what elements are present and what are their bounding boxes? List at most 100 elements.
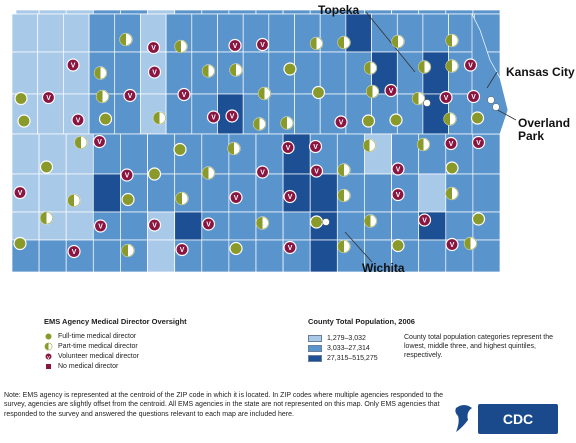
city-label-overland-park: Overland Park [518,117,570,143]
ems-agency-marker [174,39,188,54]
ems-agency-marker: V [417,213,432,227]
county [174,9,203,15]
svg-text:V: V [18,190,23,197]
svg-text:V: V [476,140,481,147]
ems-agency-marker [173,142,187,157]
svg-text:V: V [468,63,473,70]
ems-agency-marker [95,89,110,104]
ems-agency-marker: V [255,165,270,179]
county [345,93,372,135]
ems-agency-marker [416,137,431,152]
ems-agency-marker [67,193,81,208]
county [201,239,230,273]
ems-agency-marker [98,112,113,126]
county [255,239,284,273]
ems-agency-marker [309,215,324,229]
svg-text:V: V [288,194,293,201]
county [228,211,257,241]
city-label-wichita: Wichita [362,261,405,275]
county [471,13,509,135]
county [319,51,347,95]
county [228,173,257,213]
svg-text:V: V [72,249,77,256]
ems-agency-marker [470,111,485,125]
population-legend-label: 1,279–3,032 [327,334,366,342]
county [445,9,474,15]
legend-item-half: Part-time medical director [44,341,138,351]
ems-agency-marker [39,211,54,225]
ems-agency-marker [175,191,189,206]
ems-agency-marker [13,236,27,251]
svg-text:V: V [47,355,50,360]
population-swatch [308,354,322,362]
svg-text:V: V [444,95,449,102]
svg-text:V: V [98,224,103,231]
ems-agency-marker [309,36,324,51]
ems-agency-marker [17,114,31,128]
county [255,9,284,15]
population-legend-title: County Total Population, 2006 [308,317,415,326]
ems-agency-marker [361,114,376,128]
ems-agency-marker: V [444,136,458,151]
ems-agency-marker [147,167,162,181]
county [65,9,94,15]
legend-item-label: Volunteer medical director [58,352,139,360]
svg-text:V: V [71,63,76,70]
county [472,239,501,273]
legend-item-label: Part-time medical director [58,342,138,350]
ems-agency-marker: V [147,218,162,232]
population-legend-note: County total population categories repre… [404,334,554,359]
county [201,173,230,213]
ems-agency-marker [229,241,243,256]
svg-text:V: V [396,167,401,174]
county [391,211,420,241]
ems-agency-marker [255,216,270,230]
ems-agency-marker: V [225,109,239,123]
ems-agency-marker: V [120,168,134,182]
county [38,9,67,15]
legend-symbol-icon [45,363,52,369]
ems-agency-marker [463,236,478,251]
ems-agency-marker [311,85,326,100]
population-swatch [308,344,322,352]
city-label-topeka: Topeka [318,3,360,17]
ems-agency-marker [391,34,405,49]
county [88,13,116,53]
legend-item-full: Full-time medical director [44,331,136,341]
ems-agency-marker [445,33,459,48]
ems-agency-marker: V [309,164,324,178]
svg-text:V: V [260,170,265,177]
population-swatch [308,334,322,342]
kansas-map: V V V V V V V V V V V V V V V V V V V V V V V V V V V V V V V V V V V V V [11,9,517,273]
county [309,239,338,273]
legend-item-vol: V Volunteer medical director [44,351,139,361]
county [364,9,392,15]
city-dots [322,96,500,226]
ems-agency-marker [337,188,351,203]
county [65,211,94,241]
legend-symbol-icon [44,331,53,341]
county [147,9,176,15]
ems-agency-marker [365,84,380,99]
ems-agency-marker: V [308,139,323,154]
ems-agency-marker: V [206,110,221,124]
legend-symbol-icon [44,341,53,351]
svg-text:V: V [233,43,238,50]
ems-agency-marker [411,91,426,106]
city-label-kansas-city: Kansas City [506,65,575,79]
svg-text:V: V [234,195,239,202]
county [371,93,398,135]
svg-text:V: V [182,92,187,99]
county [92,173,121,213]
svg-text:V: V [313,144,318,151]
ems-agency-marker [252,117,267,131]
ems-agency-marker [93,66,108,80]
legend-item-label: No medical director [58,362,119,370]
county [11,211,40,241]
ems-agency-marker [152,111,167,125]
county [371,13,398,53]
county [294,93,321,135]
ems-agency-marker: V [229,190,243,205]
svg-text:V: V [151,45,156,52]
county [255,173,284,213]
